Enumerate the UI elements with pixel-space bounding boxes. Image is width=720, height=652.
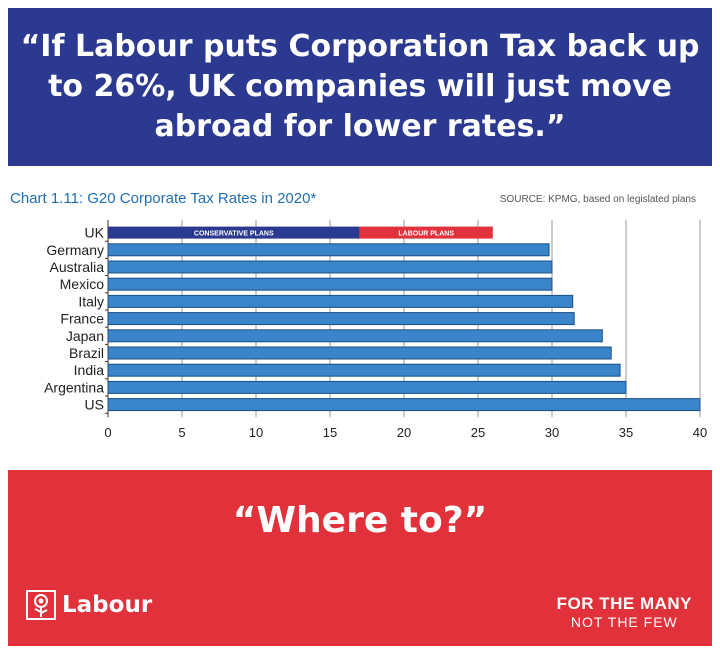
bottom-banner: “Where to?” Labour FOR THE MANY NOT THE …	[8, 470, 712, 646]
slogan-line-2: NOT THE FEW	[570, 614, 678, 630]
uk-segment-bar	[108, 226, 360, 239]
bar	[107, 346, 612, 360]
y-tick-label: India	[74, 362, 105, 378]
uk-segment-label: CONSERVATIVE PLANS	[194, 231, 274, 238]
headline-banner: “If Labour puts Corporation Tax back up …	[8, 8, 712, 166]
y-tick-label: US	[85, 397, 104, 413]
x-tick-label: 0	[104, 425, 111, 440]
y-tick-label: Australia	[50, 259, 105, 275]
x-tick-label: 10	[249, 425, 263, 440]
bar	[107, 312, 575, 326]
chart-title: Chart 1.11: G20 Corporate Tax Rates in 2…	[10, 190, 317, 207]
y-tick-label: Italy	[78, 293, 104, 309]
chart-plot: 0 5 10 15 20 25 30 35 40 UK CONSERVATIVE PLANS LABO…	[44, 220, 707, 440]
bar	[107, 329, 603, 343]
y-tick-label: Brazil	[69, 345, 104, 361]
headline-quote: “If Labour puts Corporation Tax back up …	[20, 29, 700, 144]
bar	[107, 294, 574, 308]
labour-logo: Labour	[26, 590, 152, 620]
x-tick-label: 40	[693, 425, 707, 440]
bar	[107, 380, 627, 394]
y-tick-label: France	[60, 311, 104, 327]
slogan: FOR THE MANY NOT THE FEW	[557, 594, 692, 630]
x-tick-label: 20	[397, 425, 411, 440]
bar	[107, 260, 553, 274]
y-tick-label: Argentina	[44, 379, 104, 395]
x-tick-label: 35	[619, 425, 633, 440]
y-tick-label: Germany	[46, 242, 104, 258]
bar	[107, 277, 553, 291]
bar	[107, 363, 621, 377]
chart-source: SOURCE: KPMG, based on legislated plans	[499, 194, 696, 205]
x-tick-label: 25	[471, 425, 485, 440]
x-tick-label: 5	[178, 425, 185, 440]
x-tick-label: 15	[323, 425, 337, 440]
rose-icon	[26, 590, 56, 620]
bar	[107, 243, 550, 257]
x-tick-label: 30	[545, 425, 559, 440]
y-tick-label: Japan	[66, 328, 104, 344]
bar	[107, 398, 701, 412]
uk-segment-label: LABOUR PLANS	[398, 231, 454, 238]
uk-segment-bar	[359, 226, 493, 239]
logo-text: Labour	[62, 592, 153, 618]
where-to-question: “Where to?”	[232, 500, 488, 541]
y-tick-label: UK	[85, 225, 105, 241]
y-tick-label: Mexico	[60, 276, 105, 292]
slogan-line-1: FOR THE MANY	[556, 594, 692, 613]
